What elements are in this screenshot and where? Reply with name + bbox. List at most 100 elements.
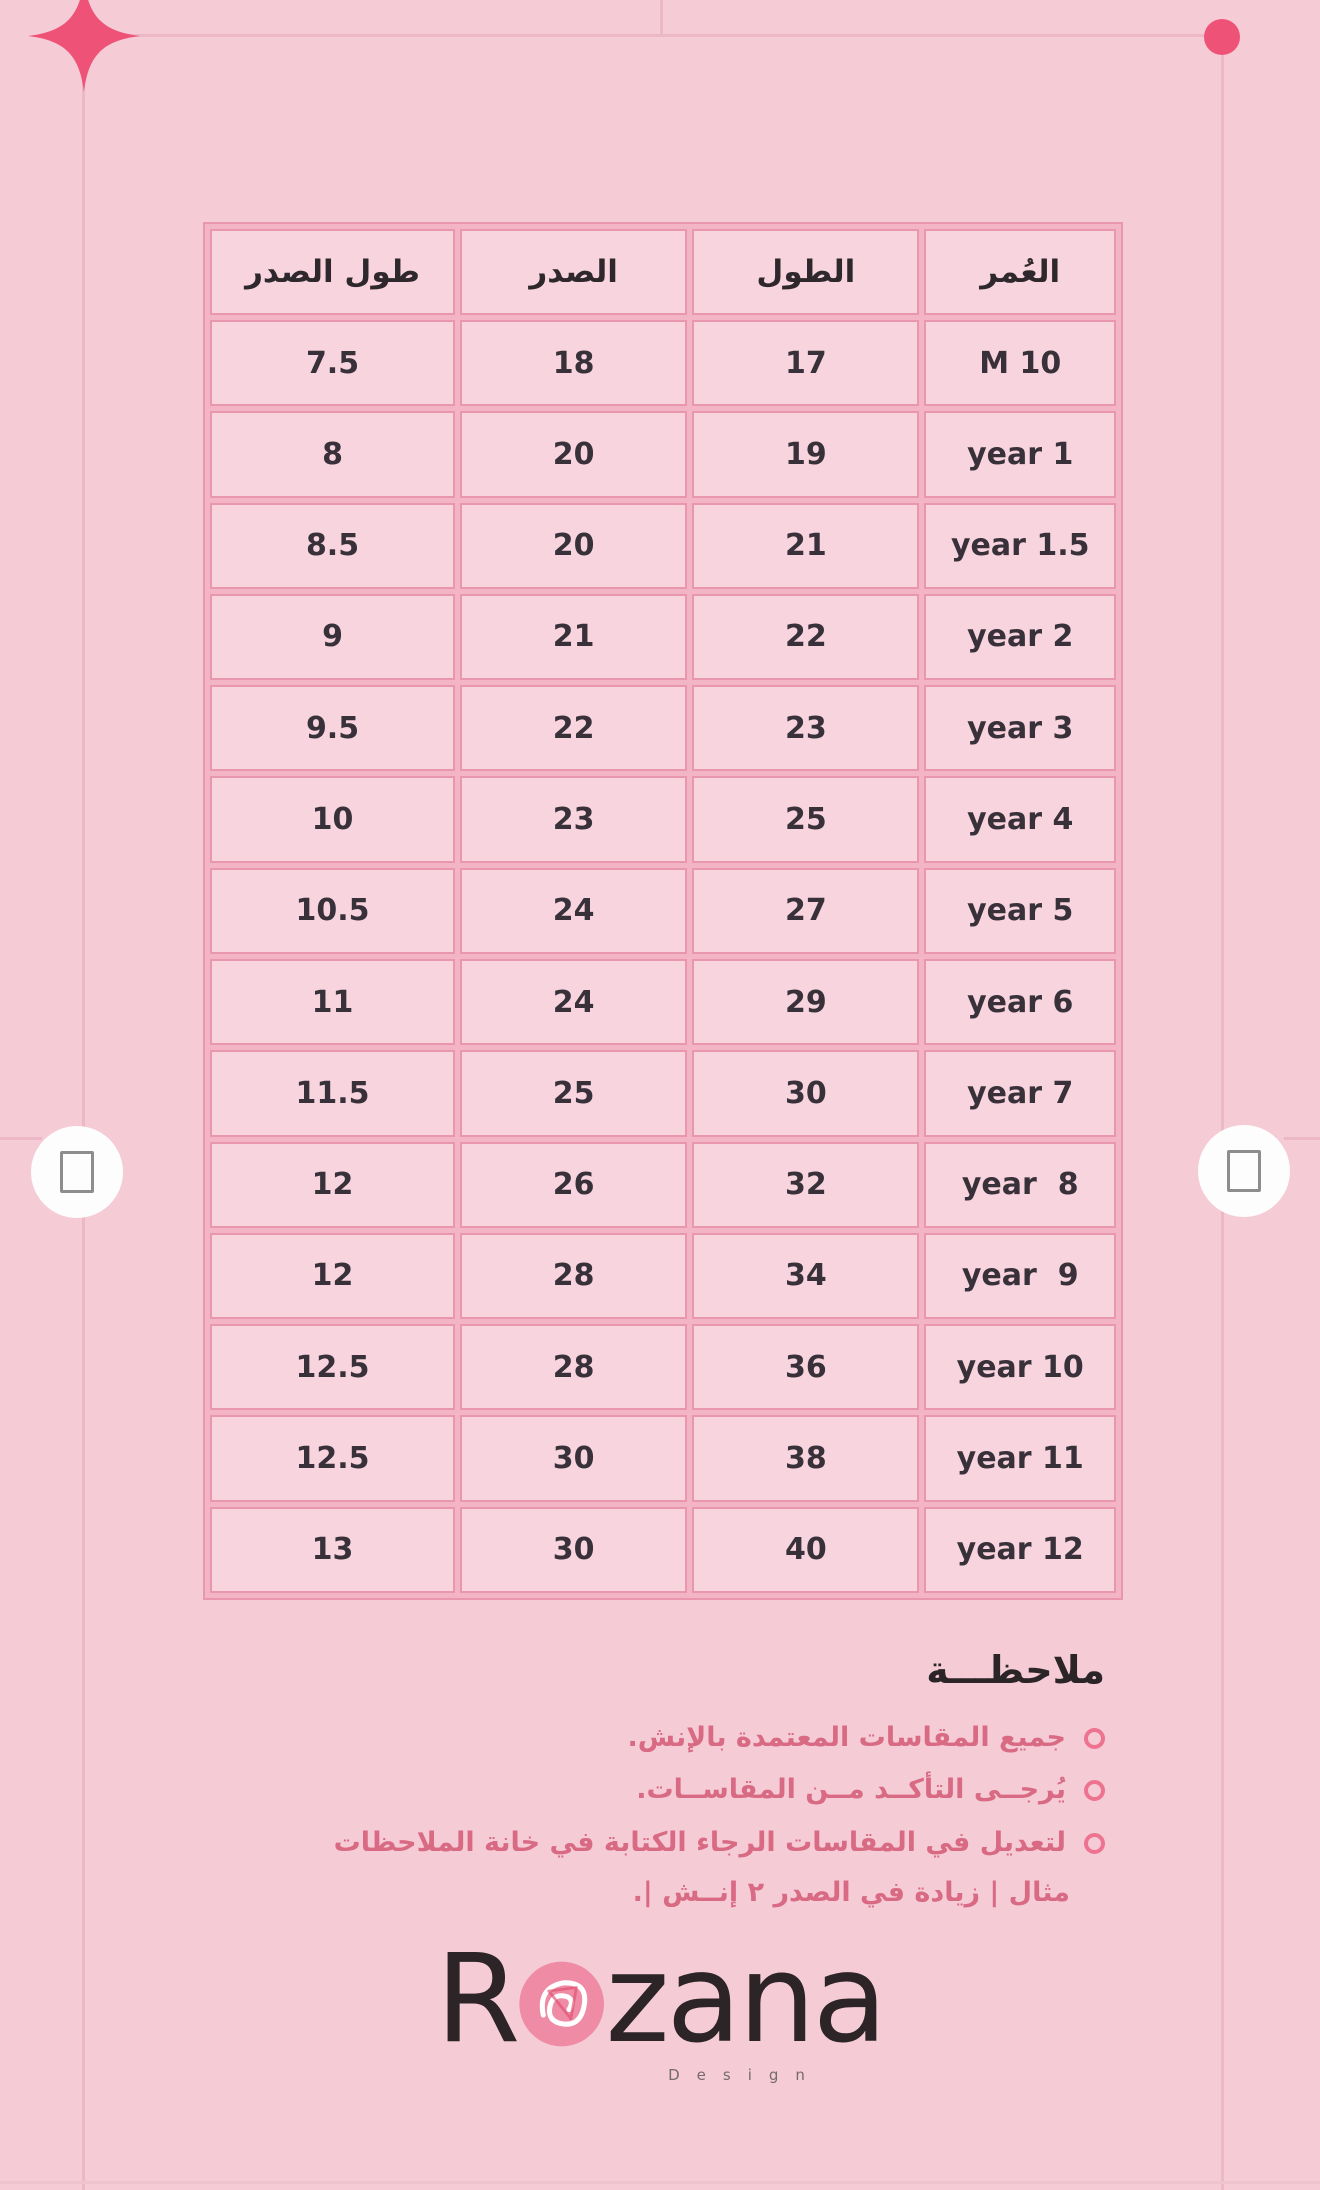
note-item: جميع المقاسات المعتمدة بالإنش. [275, 1720, 1105, 1756]
note-text: جميع المقاسات المعتمدة بالإنش. [627, 1722, 1066, 1753]
frame-line-top [83, 34, 1223, 37]
note-text: لتعديل في المقاسات الرجاء الكتابة في خان… [333, 1826, 1066, 1858]
cell-length: 19 [692, 411, 920, 498]
rozana-logo: R zana Design [435, 1928, 888, 2084]
frame-line-mid-left [0, 1137, 42, 1140]
cell-chest: 26 [460, 1141, 688, 1228]
cell-age: 6 year [924, 958, 1116, 1046]
cell-chest: 24 [460, 958, 688, 1046]
cell-chest-length: 12 [210, 1232, 456, 1320]
cell-chest-length: 9.5 [210, 685, 456, 772]
frame-line-mid-right [1284, 1137, 1320, 1140]
notes-title: ملاحظـــة [926, 1648, 1105, 1692]
cell-age: 7 year [924, 1050, 1116, 1137]
size-chart-table: العُمر الطول الصدر طول الصدر 10 M 17 18 … [203, 222, 1123, 1600]
table-row: 9 year 34 28 12 [210, 1232, 1116, 1320]
cell-chest: 21 [460, 593, 688, 681]
frame-line-bottom [0, 2181, 1320, 2184]
logo-subtitle: Design [668, 2066, 822, 2084]
frame-line-left [82, 35, 85, 2190]
cell-age: 9 year [924, 1232, 1116, 1320]
cell-age: 4 year [924, 776, 1116, 863]
header-chest: الصدر [460, 229, 688, 315]
bullet-ring-icon [1084, 1728, 1105, 1749]
table-row: 1 year 19 20 8 [210, 411, 1116, 498]
table-row: 11 year 38 30 12.5 [210, 1415, 1116, 1502]
cell-age: 2 year [924, 593, 1116, 681]
sparkle-star-icon [28, 0, 140, 92]
note-text: يُرجــى التأكــد مــن المقاســات. [636, 1774, 1066, 1806]
cell-length: 23 [692, 685, 920, 772]
header-chest-length: طول الصدر [210, 229, 456, 315]
header-length: الطول [692, 229, 920, 315]
cell-age: 12 year [924, 1506, 1116, 1593]
cell-age: 5 year [924, 867, 1116, 954]
cell-length: 30 [692, 1050, 920, 1137]
cell-chest: 24 [460, 867, 688, 954]
cell-chest-length: 10 [210, 776, 456, 863]
table-header-row: العُمر الطول الصدر طول الصدر [210, 229, 1116, 315]
bullet-ring-icon [1084, 1780, 1105, 1802]
cell-age: 8 year [924, 1141, 1116, 1228]
cell-length: 21 [692, 502, 920, 589]
cell-chest-length: 11.5 [210, 1050, 456, 1137]
table-row: 6 year 29 24 11 [210, 958, 1116, 1046]
cell-length: 29 [692, 958, 920, 1046]
header-age: العُمر [924, 229, 1116, 315]
cell-length: 22 [692, 593, 920, 681]
cell-chest: 23 [460, 776, 688, 863]
cell-age: 1.5 year [924, 502, 1116, 589]
notes-section: ملاحظـــة جميع المقاسات المعتمدة بالإنش.… [275, 1648, 1105, 1912]
corner-dot-icon [1204, 19, 1240, 55]
logo-letter-r: R [435, 1928, 521, 2070]
cell-chest-length: 8 [210, 411, 456, 498]
cell-age: 3 year [924, 685, 1116, 772]
table-row: 4 year 25 23 10 [210, 776, 1116, 863]
placeholder-square-icon [60, 1151, 94, 1193]
placeholder-square-icon [1227, 1150, 1261, 1192]
table-row: 1.5 year 21 20 8.5 [210, 502, 1116, 589]
note-example-line: مثال | زيادة في الصدر ٢ إنــش |. [632, 1877, 1070, 1909]
cell-length: 34 [692, 1232, 920, 1320]
logo-wordmark: R zana [435, 1928, 888, 2070]
cell-chest: 28 [460, 1232, 688, 1320]
cell-chest: 30 [460, 1506, 688, 1593]
cell-chest: 22 [460, 685, 688, 772]
cell-length: 36 [692, 1324, 920, 1411]
table-row: 12 year 40 30 13 [210, 1506, 1116, 1593]
cell-length: 32 [692, 1141, 920, 1228]
cell-chest-length: 12.5 [210, 1415, 456, 1502]
right-side-badge [1198, 1125, 1290, 1217]
rose-icon [519, 1961, 604, 2047]
cell-chest-length: 11 [210, 958, 456, 1046]
cell-chest-length: 10.5 [210, 867, 456, 954]
cell-chest: 20 [460, 502, 688, 589]
cell-chest-length: 13 [210, 1506, 456, 1593]
cell-chest-length: 8.5 [210, 502, 456, 589]
cell-length: 38 [692, 1415, 920, 1502]
cell-age: 10 year [924, 1324, 1116, 1411]
cell-age: 1 year [924, 411, 1116, 498]
table-row: 2 year 22 21 9 [210, 593, 1116, 681]
cell-chest-length: 9 [210, 593, 456, 681]
cell-chest-length: 12.5 [210, 1324, 456, 1411]
logo-letters-zana: zana [605, 1928, 887, 2070]
table-row: 10 year 36 28 12.5 [210, 1324, 1116, 1411]
table-row: 3 year 23 22 9.5 [210, 685, 1116, 772]
table-row: 8 year 32 26 12 [210, 1141, 1116, 1228]
cell-chest: 25 [460, 1050, 688, 1137]
table-row: 5 year 27 24 10.5 [210, 867, 1116, 954]
cell-chest: 18 [460, 320, 688, 407]
frame-line-top-center [660, 0, 663, 34]
bullet-ring-icon [1084, 1832, 1105, 1854]
cell-chest-length: 7.5 [210, 320, 456, 407]
cell-length: 27 [692, 867, 920, 954]
frame-line-right [1221, 38, 1224, 2190]
note-item: لتعديل في المقاسات الرجاء الكتابة في خان… [275, 1825, 1105, 1861]
table-row: 7 year 30 25 11.5 [210, 1050, 1116, 1137]
table-row: 10 M 17 18 7.5 [210, 320, 1116, 407]
cell-chest: 20 [460, 411, 688, 498]
cell-length: 40 [692, 1506, 920, 1593]
cell-chest-length: 12 [210, 1141, 456, 1228]
cell-chest: 30 [460, 1415, 688, 1502]
